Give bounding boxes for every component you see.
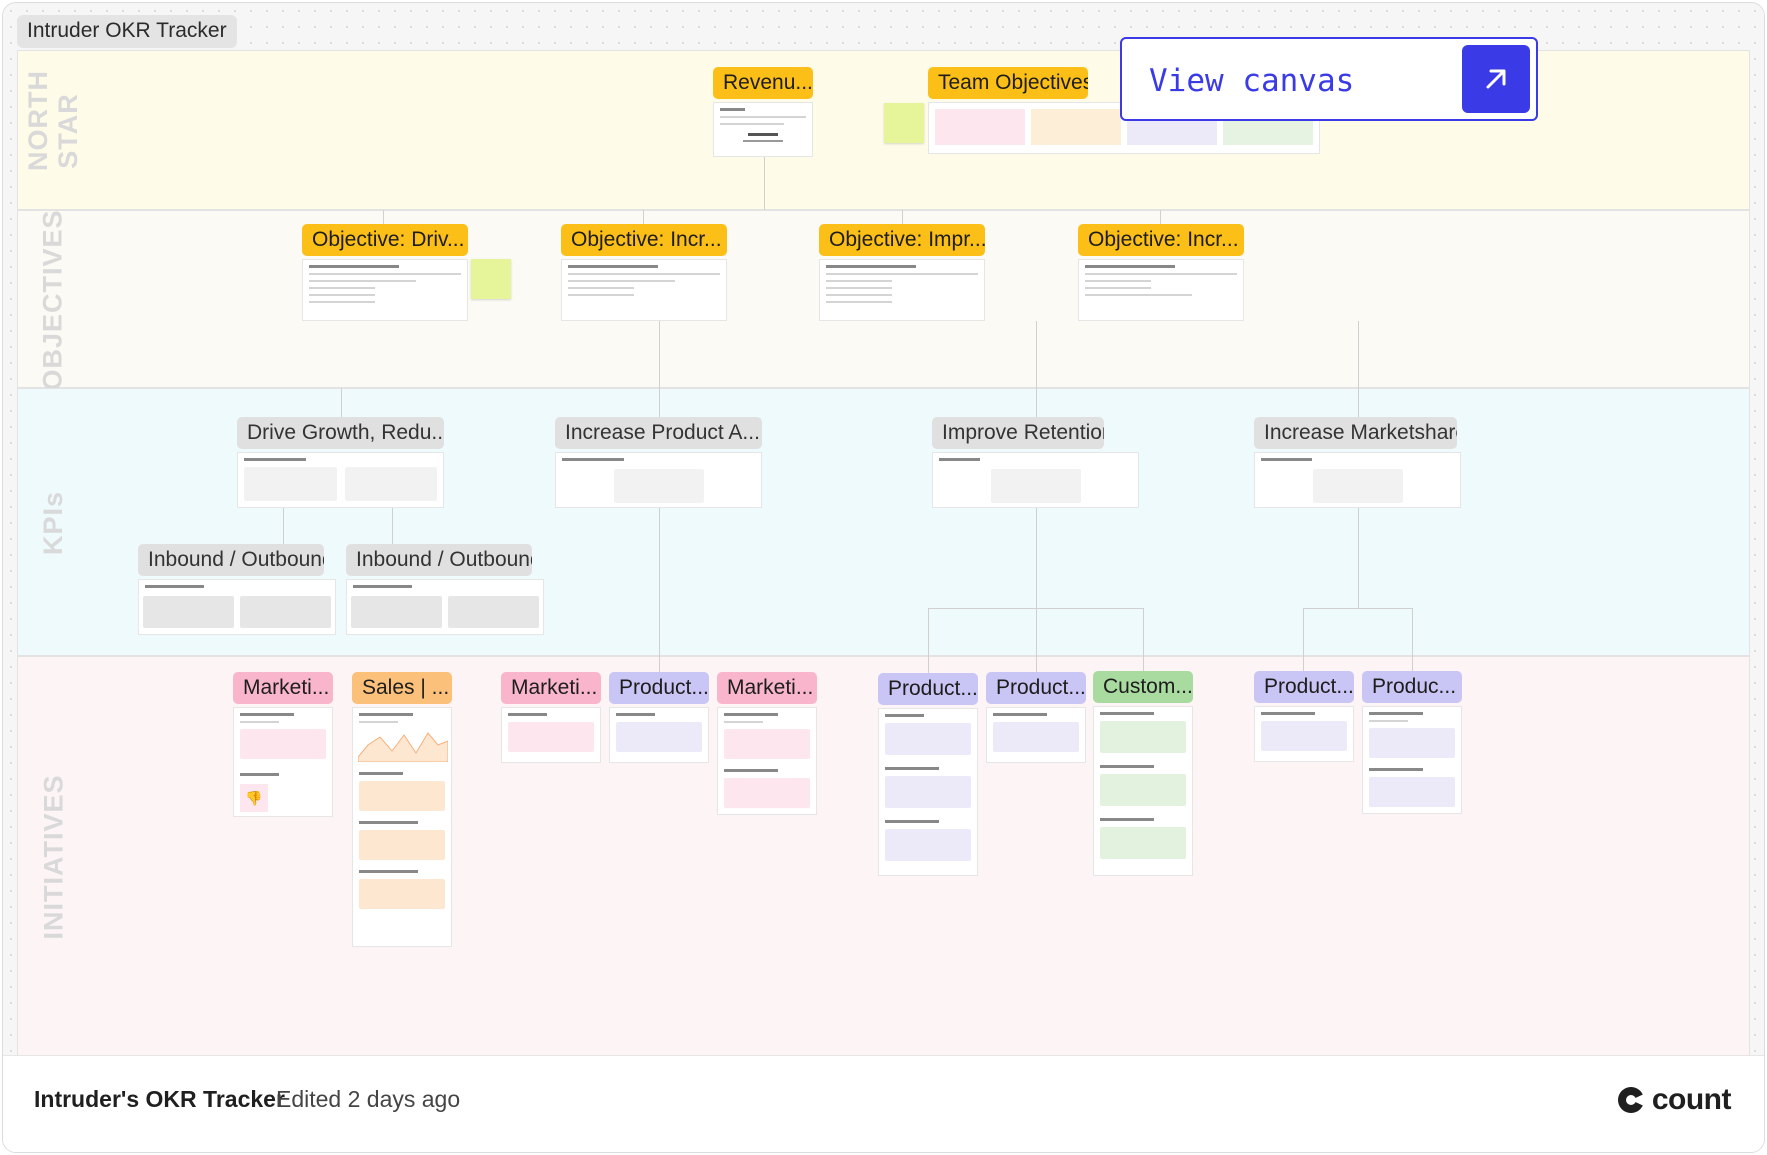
objective-card-1[interactable] bbox=[302, 259, 468, 321]
connector bbox=[1412, 608, 1413, 674]
initiative-card-4[interactable] bbox=[609, 707, 709, 763]
count-logo-text: count bbox=[1651, 1083, 1732, 1116]
initiative-tag-8[interactable]: Custom... bbox=[1093, 671, 1193, 703]
initiative-card-5[interactable] bbox=[717, 707, 817, 815]
objective-card-4[interactable] bbox=[1078, 259, 1244, 321]
kpi-tag-3[interactable]: Improve Retention bbox=[932, 417, 1104, 449]
kpi-tag-4[interactable]: Increase Marketshare bbox=[1254, 417, 1457, 449]
objective-tag-3[interactable]: Objective: Impr... bbox=[819, 224, 985, 256]
connector bbox=[928, 608, 1143, 609]
count-logo-icon bbox=[1617, 1087, 1646, 1113]
connector bbox=[1358, 321, 1359, 418]
count-logo[interactable]: count bbox=[1616, 1080, 1732, 1120]
connector bbox=[764, 155, 765, 210]
connector bbox=[1303, 608, 1304, 674]
canvas-name[interactable]: Intruder's OKR Tracker bbox=[34, 1086, 285, 1112]
thumbs-down-icon: 👎 bbox=[240, 784, 268, 812]
connector bbox=[383, 210, 384, 226]
footer: Intruder's OKR Tracker Edited 2 days ago… bbox=[3, 1055, 1764, 1152]
initiative-card-7[interactable] bbox=[986, 707, 1086, 763]
kpi-card-3[interactable] bbox=[932, 452, 1139, 508]
okr-canvas[interactable]: NORTH STAR OBJECTIVES KPIs INITIATIVES bbox=[3, 3, 1764, 1055]
connector bbox=[643, 210, 644, 226]
initiative-tag-10[interactable]: Produc... bbox=[1362, 671, 1462, 703]
initiative-tag-2[interactable]: Sales | ... bbox=[352, 672, 452, 704]
view-canvas-label: View canvas bbox=[1149, 63, 1355, 99]
connector bbox=[1143, 608, 1144, 674]
connector bbox=[1036, 321, 1037, 418]
connector bbox=[902, 210, 903, 226]
connector bbox=[1160, 210, 1161, 226]
connector bbox=[283, 508, 284, 545]
connector bbox=[341, 388, 342, 418]
objective-tag-1[interactable]: Objective: Driv... bbox=[302, 224, 468, 256]
arrow-up-right-icon[interactable] bbox=[1462, 45, 1530, 113]
initiative-tag-4[interactable]: Product... bbox=[609, 672, 709, 704]
initiative-card-6[interactable] bbox=[878, 708, 978, 876]
kpi-sub-tag-2[interactable]: Inbound / Outbound bbox=[346, 544, 532, 576]
objectives-label: OBJECTIVES bbox=[38, 209, 69, 391]
connector bbox=[928, 608, 929, 674]
kpi-tag-1[interactable]: Drive Growth, Redu... bbox=[237, 417, 444, 449]
kpi-card-2[interactable] bbox=[555, 452, 762, 508]
initiative-tag-5[interactable]: Marketi... bbox=[717, 672, 817, 704]
initiative-card-8[interactable] bbox=[1093, 706, 1193, 876]
north-star-label: NORTH STAR bbox=[23, 70, 83, 171]
sticky-note[interactable] bbox=[884, 103, 924, 143]
connector bbox=[1036, 508, 1037, 673]
team-objectives-tag[interactable]: Team Objectives bbox=[928, 67, 1088, 99]
connector bbox=[1303, 608, 1413, 609]
connector bbox=[1358, 508, 1359, 608]
kpi-sub-tag-1[interactable]: Inbound / Outbound bbox=[138, 544, 324, 576]
connector bbox=[392, 508, 393, 545]
objective-card-2[interactable] bbox=[561, 259, 727, 321]
kpi-sub-card-2[interactable] bbox=[346, 579, 544, 635]
kpi-tag-2[interactable]: Increase Product A... bbox=[555, 417, 762, 449]
initiative-tag-3[interactable]: Marketi... bbox=[501, 672, 601, 704]
sticky-note[interactable] bbox=[471, 259, 511, 299]
kpi-sub-card-1[interactable] bbox=[138, 579, 336, 635]
initiatives-label: INITIATIVES bbox=[38, 774, 69, 940]
kpi-card-1[interactable] bbox=[237, 452, 444, 508]
edited-timestamp: Edited 2 days ago bbox=[276, 1086, 461, 1112]
objective-tag-2[interactable]: Objective: Incr... bbox=[561, 224, 727, 256]
kpi-card-4[interactable] bbox=[1254, 452, 1461, 508]
initiative-tag-7[interactable]: Product... bbox=[986, 672, 1086, 704]
initiative-card-2[interactable] bbox=[352, 707, 452, 947]
connector bbox=[659, 321, 660, 418]
revenue-card[interactable] bbox=[713, 102, 813, 157]
objective-tag-4[interactable]: Objective: Incr... bbox=[1078, 224, 1244, 256]
initiative-tag-9[interactable]: Product... bbox=[1254, 671, 1354, 703]
connector bbox=[659, 508, 660, 673]
initiative-tag-6[interactable]: Product... bbox=[878, 673, 978, 705]
view-canvas-button[interactable]: View canvas bbox=[1120, 37, 1538, 121]
initiative-card-3[interactable] bbox=[501, 707, 601, 763]
revenue-tag[interactable]: Revenu... bbox=[713, 67, 813, 99]
initiative-card-10[interactable] bbox=[1362, 706, 1462, 814]
objective-card-3[interactable] bbox=[819, 259, 985, 321]
area-chart bbox=[357, 732, 449, 763]
canvas-title: Intruder OKR Tracker bbox=[17, 15, 237, 48]
initiative-card-9[interactable] bbox=[1254, 706, 1354, 762]
initiative-card-1[interactable]: 👎 bbox=[233, 707, 333, 817]
kpis-label: KPIs bbox=[38, 490, 68, 556]
initiative-tag-1[interactable]: Marketi... bbox=[233, 672, 333, 704]
